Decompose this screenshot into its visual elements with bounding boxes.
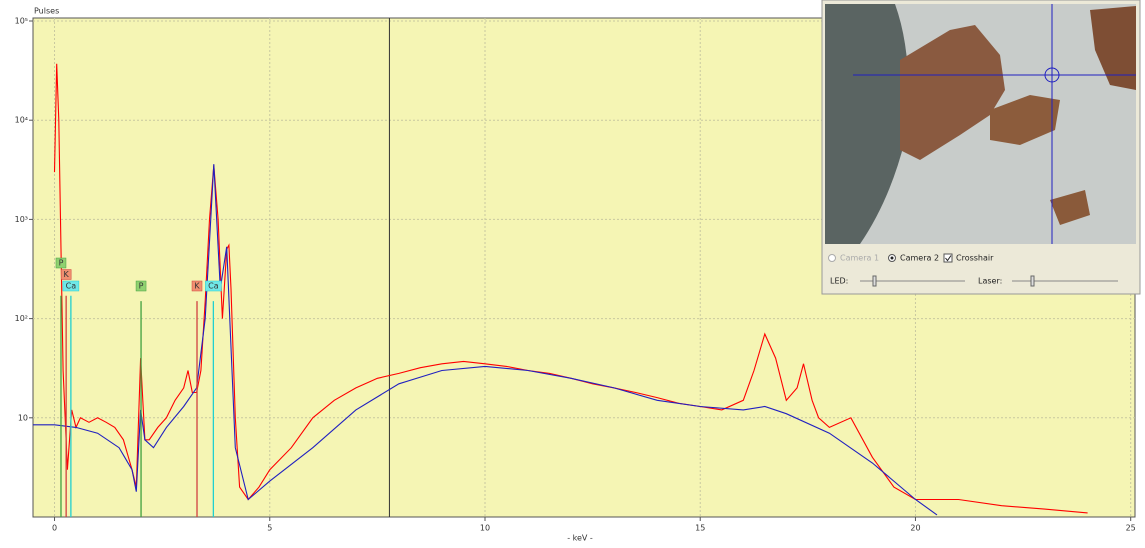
y-tick-label: 10⁵ [15,17,28,26]
element-label-box [205,280,222,292]
camera-1-label[interactable]: Camera 1 [840,254,879,263]
y-tick-label: 10⁴ [15,116,28,125]
x-tick-label: 20 [910,524,920,533]
element-label-box [55,257,67,269]
check [945,255,952,262]
crosshair-checkbox[interactable] [943,253,953,263]
y-tick-label: 10² [15,314,28,323]
radio-camera-1[interactable] [828,254,836,262]
element-label-box [191,280,203,292]
element-label-box [62,280,80,292]
series-line [53,63,1088,514]
x-tick-label: 25 [1126,524,1136,533]
led-label: LED: [830,277,848,286]
led-thumb[interactable] [872,275,877,287]
element-label: K [64,270,70,279]
crosshair-label[interactable]: Crosshair [956,254,994,263]
probe-shadow [825,4,909,244]
y-axis-label: Pulses [34,7,59,16]
element-label-box [60,269,72,280]
sample [900,25,1005,160]
camera-panel: Camera 1 Camera 2 Crosshair LED: Laser: [821,0,1141,295]
element-label: P [139,282,144,291]
x-tick-label: 5 [267,524,272,533]
y-tick-label: 10³ [15,215,28,224]
x-axis-label: - keV - [567,534,593,543]
sample [1050,190,1090,225]
x-tick-label: 10 [480,524,490,533]
element-label: Ca [208,282,219,291]
element-label: P [59,259,64,268]
series-line [33,164,938,516]
camera-2-label[interactable]: Camera 2 [900,254,939,263]
sample [990,95,1060,145]
x-tick-label: 15 [695,524,705,533]
element-label: K [194,282,200,291]
radio-dot [890,256,894,260]
laser-thumb[interactable] [1030,275,1035,287]
y-tick-label: 10 [18,413,28,422]
crosshair-ring [1044,67,1060,83]
element-label: Ca [66,282,77,291]
laser-label: Laser: [978,277,1002,286]
x-tick-label: 0 [52,524,57,533]
element-label-box [135,280,147,292]
sample [1090,6,1136,90]
